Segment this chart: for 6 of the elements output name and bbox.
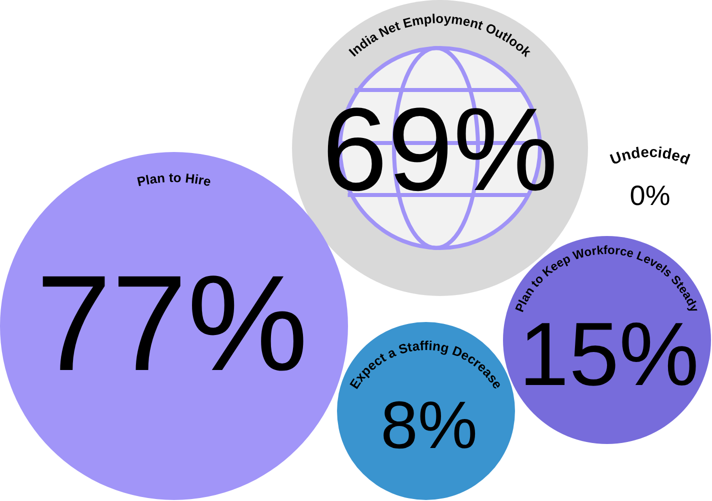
category-label: Undecided xyxy=(608,144,692,169)
category-label: Plan to Hire xyxy=(136,170,212,190)
data-label: 69% xyxy=(322,84,558,216)
data-label: 8% xyxy=(380,388,478,463)
data-label: 77% xyxy=(36,247,308,399)
data-label: 0% xyxy=(630,180,670,211)
